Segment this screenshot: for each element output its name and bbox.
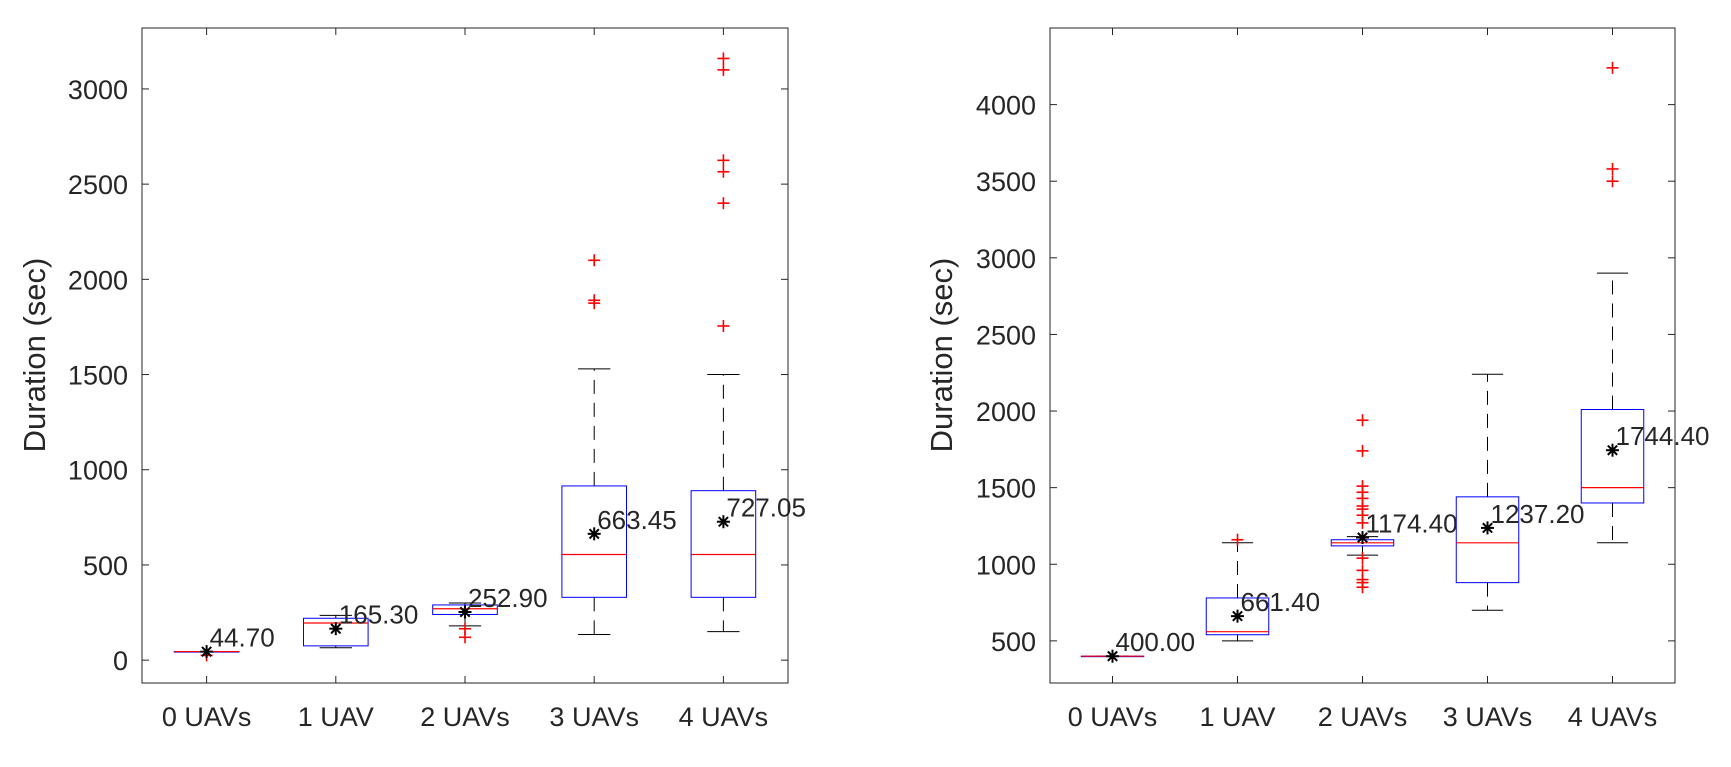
outlier-marker (1231, 533, 1244, 546)
x-tick-label: 3 UAVs (549, 702, 639, 732)
outlier-marker (717, 197, 730, 210)
y-axis-label-right: Duration (sec) (924, 258, 959, 453)
x-tick-label: 2 UAVs (1318, 702, 1408, 732)
box-group: 661.40 (1205, 533, 1321, 642)
box-group: 165.30 (303, 600, 419, 649)
outlier-marker (1356, 444, 1369, 457)
mean-marker (587, 527, 601, 541)
box-group: 400.00 (1080, 627, 1196, 663)
boxes-left: 44.70 165.30 252.90 663.45 727.05 (173, 52, 806, 662)
boxes-right: 400.00 661.40 1174.40 1237.20 1744.40 (1080, 61, 1710, 663)
mean-marker (1356, 531, 1369, 545)
x-tick-label: 4 UAVs (679, 702, 769, 732)
box-group: 252.90 (432, 583, 548, 644)
outlier-marker (1606, 175, 1619, 188)
box-group: 727.05 (690, 52, 806, 633)
y-tick-label: 0 (113, 646, 128, 676)
x-tick-label: 3 UAVs (1443, 702, 1533, 732)
outlier-marker (1356, 414, 1369, 427)
y-tick-label: 1000 (976, 550, 1036, 580)
x-tick-label: 0 UAVs (162, 702, 252, 732)
y-tick-label: 2500 (976, 320, 1036, 350)
mean-marker (1606, 443, 1619, 457)
outlier-marker (1606, 162, 1619, 175)
y-tick-label: 3500 (976, 167, 1036, 197)
y-tick-label: 1000 (68, 456, 128, 486)
y-tick-label: 3000 (68, 75, 128, 105)
box-group: 1237.20 (1455, 373, 1585, 611)
mean-label: 727.05 (726, 493, 806, 523)
y-tick-label: 1500 (68, 361, 128, 391)
outlier-marker (1356, 480, 1369, 493)
y-tick-label: 500 (83, 551, 128, 581)
y-tick-label: 500 (991, 627, 1036, 657)
mean-marker (716, 515, 730, 529)
outlier-marker (588, 294, 601, 307)
outlier-marker (1356, 564, 1369, 577)
outlier-marker (588, 254, 601, 267)
y-tick-label: 1500 (976, 474, 1036, 504)
box-iqr (1205, 597, 1270, 636)
outlier-marker (717, 319, 730, 332)
outlier-marker (459, 631, 471, 644)
box-iqr (1455, 496, 1520, 584)
outlier-marker (717, 154, 730, 167)
mean-marker (200, 645, 214, 659)
box-group: 44.70 (173, 623, 275, 662)
x-tick-label: 4 UAVs (1568, 702, 1658, 732)
mean-label: 1744.40 (1616, 421, 1710, 451)
x-tick-label: 1 UAV (1199, 702, 1275, 732)
box-group: 1174.40 (1330, 414, 1458, 594)
box-iqr (690, 490, 757, 598)
y-tick-label: 2000 (976, 397, 1036, 427)
outlier-marker (1606, 61, 1619, 74)
x-ticks-left: 0 UAVs 1 UAV 2 UAVs 3 UAVs 4 UAVs (162, 28, 768, 732)
y-ticks-right: 500 1000 1500 2000 2500 3000 3500 4000 (976, 91, 1675, 657)
y-ticks-left: 0 500 1000 1500 2000 2500 3000 (68, 75, 788, 676)
box-iqr (303, 617, 369, 647)
mean-marker (1481, 521, 1494, 535)
box-group: 1744.40 (1580, 61, 1710, 544)
mean-label: 44.70 (210, 623, 275, 653)
mean-marker (1231, 609, 1244, 623)
chart-left: 0 500 1000 1500 2000 2500 3000 0 UAVs 1 UAV 2 UA… (17, 27, 806, 732)
y-axis-label-left: Duration (sec) (17, 258, 52, 453)
outlier-marker (717, 63, 730, 76)
y-tick-label: 3000 (976, 244, 1036, 274)
outlier-marker (1356, 552, 1369, 565)
mean-label: 400.00 (1116, 627, 1196, 657)
box-group: 663.45 (561, 254, 677, 635)
outlier-marker (717, 165, 730, 178)
mean-marker (458, 605, 472, 619)
box-iqr (561, 485, 628, 598)
mean-label: 252.90 (468, 583, 548, 613)
mean-label: 1174.40 (1366, 509, 1458, 539)
box-iqr (1580, 409, 1645, 504)
mean-marker (329, 622, 343, 636)
x-tick-label: 1 UAV (298, 702, 374, 732)
x-tick-label: 2 UAVs (420, 702, 510, 732)
mean-label: 661.40 (1241, 587, 1321, 617)
y-tick-label: 4000 (976, 91, 1036, 121)
outlier-marker (717, 52, 730, 65)
mean-label: 165.30 (339, 600, 419, 630)
x-ticks-right: 0 UAVs 1 UAV 2 UAVs 3 UAVs 4 UAVs (1068, 28, 1658, 732)
x-tick-label: 0 UAVs (1068, 702, 1158, 732)
mean-label: 1237.20 (1491, 499, 1585, 529)
mean-marker (1106, 649, 1119, 663)
chart-right: 500 1000 1500 2000 2500 3000 3500 4000 0 UAVs 1 … (924, 27, 1710, 732)
mean-label: 663.45 (597, 505, 677, 535)
y-tick-label: 2000 (68, 265, 128, 295)
y-tick-label: 2500 (68, 170, 128, 200)
